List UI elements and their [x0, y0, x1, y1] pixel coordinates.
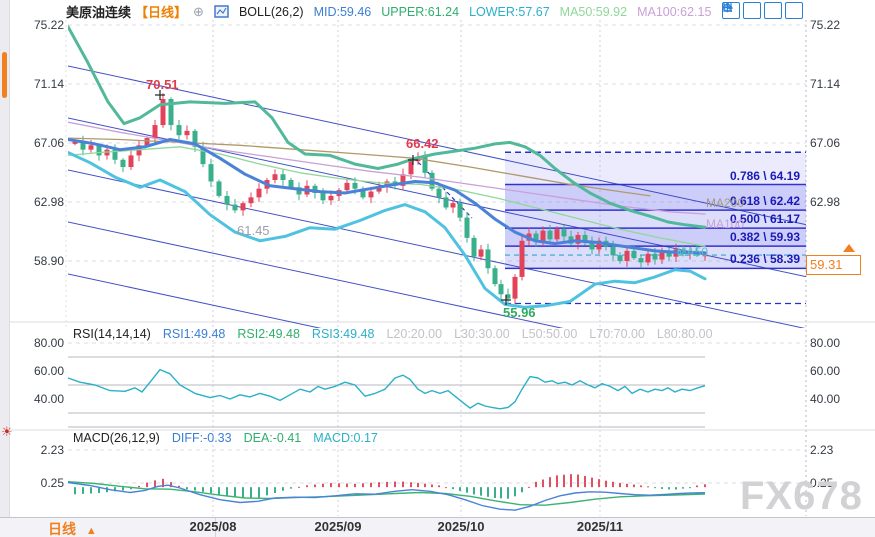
axis-tick: 80.00 [810, 336, 841, 350]
period-selector-label: 日线 [48, 521, 76, 537]
fib-level-label: 0.618 \ 62.42 [729, 194, 800, 209]
ma50-value: MA50:59.92 [559, 4, 628, 19]
rsi1-value: RSI1:49.48 [162, 327, 226, 341]
axis-tick: 71.14 [33, 77, 64, 91]
watermark: FX678 [740, 474, 863, 518]
boll-upper-value: UPPER:61.24 [381, 4, 460, 19]
boll-lower-value: LOWER:57.67 [469, 4, 550, 19]
macd-diff-value: DIFF:-0.33 [171, 431, 232, 445]
axis-tick: 0.25 [810, 476, 834, 490]
axis-tick: 60.00 [33, 364, 64, 378]
ma100-chart-label: MA100 [705, 217, 744, 231]
rsi3-value: RSI3:49.48 [311, 327, 375, 341]
axis-tick: 2.23 [40, 443, 64, 457]
fib-level-label: 0.786 \ 64.19 [729, 168, 800, 183]
price-up-arrow-icon [843, 244, 855, 252]
macd-dea-value: DEA:-0.41 [243, 431, 302, 445]
chart-header: 美原油连续 【日线】 ⊕ BOLL(26,2) MID:59.46 UPPER:… [66, 2, 711, 21]
axis-tick: 67.06 [810, 136, 841, 150]
indicator-name[interactable]: BOLL(26,2) [238, 4, 304, 19]
swing-high-label-2: 66.42 [406, 136, 439, 151]
rsi-l30: L30:30.00 [454, 327, 510, 341]
macd-macd-value: MACD:0.17 [313, 431, 378, 445]
rsi-l80: L80:80.00 [656, 327, 713, 341]
axis-tick: 0.25 [40, 476, 64, 490]
axis-tick: 75.22 [33, 18, 64, 32]
ma200-chart-label: MA200 [705, 196, 744, 210]
date-label: 2025/08 [189, 519, 237, 534]
left-scrollbar[interactable] [0, 0, 10, 518]
axis-tick: 62.98 [810, 195, 841, 209]
bottom-bar-divider [215, 518, 216, 537]
mini-chart-icon[interactable] [214, 5, 229, 18]
swing-high-label-1: 70.51 [146, 77, 179, 92]
hot-indicator-icon[interactable]: ☀ [1, 424, 13, 439]
axis-tick: 40.00 [33, 392, 64, 406]
axis-tick: 2.23 [810, 443, 834, 457]
axis-tick: 60.00 [810, 364, 841, 378]
axis-tick: 75.22 [810, 18, 841, 32]
rsi-l20: L20:20.00 [386, 327, 443, 341]
date-label: 2025/09 [314, 519, 362, 534]
fit-scale-icon[interactable] [723, 2, 761, 19]
date-label: 2025/10 [437, 519, 485, 534]
axis-tick: 62.98 [33, 195, 64, 209]
rsi2-value: RSI2:49.48 [237, 327, 300, 341]
rsi-title[interactable]: RSI(14,14,14) [73, 327, 151, 341]
shift-right-icon[interactable] [723, 2, 803, 19]
faint-price-label: 61.45 [237, 223, 270, 238]
current-price-box: 59.31 [806, 255, 861, 275]
axis-tick: 80.00 [33, 336, 64, 350]
axis-tick: 71.14 [810, 77, 841, 91]
fib-level-label: 0.236 \ 58.39 [729, 252, 800, 267]
macd-title[interactable]: MACD(26,12,9) [73, 431, 160, 445]
scrollbar-thumb[interactable] [2, 52, 7, 98]
period-tag[interactable]: 【日线】 [135, 5, 188, 20]
rsi-l50: L50:50.00 [521, 327, 578, 341]
time-axis-bar [0, 517, 875, 537]
macd-header: MACD(26,12,9) DIFF:-0.33 DEA:-0.41 MACD:… [73, 431, 378, 445]
ma50-chart-label: MA50 [676, 245, 708, 259]
symbol-name: 美原油连续 [66, 5, 132, 20]
axis-tick: 67.06 [33, 136, 64, 150]
toolbar [722, 2, 803, 19]
date-label: 2025/11 [576, 519, 624, 534]
boll-mid-value: MID:59.46 [313, 4, 372, 19]
fib-level-label: 0.382 \ 59.93 [729, 230, 800, 245]
swing-low-label: 55.96 [503, 305, 536, 320]
period-up-arrow-icon: ▲ [85, 525, 97, 537]
fib-level-label: 0.500 \ 61.17 [729, 212, 800, 227]
ma100-value: MA100:62.15 [637, 4, 712, 19]
axis-tick: 40.00 [810, 392, 841, 406]
rsi-l70: L70:70.00 [589, 327, 645, 341]
axis-tick: 58.90 [33, 254, 64, 268]
rsi-header: RSI(14,14,14) RSI1:49.48 RSI2:49.48 RSI3… [73, 327, 713, 341]
add-compare-icon[interactable]: ⊕ [193, 3, 204, 19]
period-selector[interactable]: 日线 ▲ [48, 519, 97, 537]
scale-right-icon[interactable] [723, 2, 782, 19]
